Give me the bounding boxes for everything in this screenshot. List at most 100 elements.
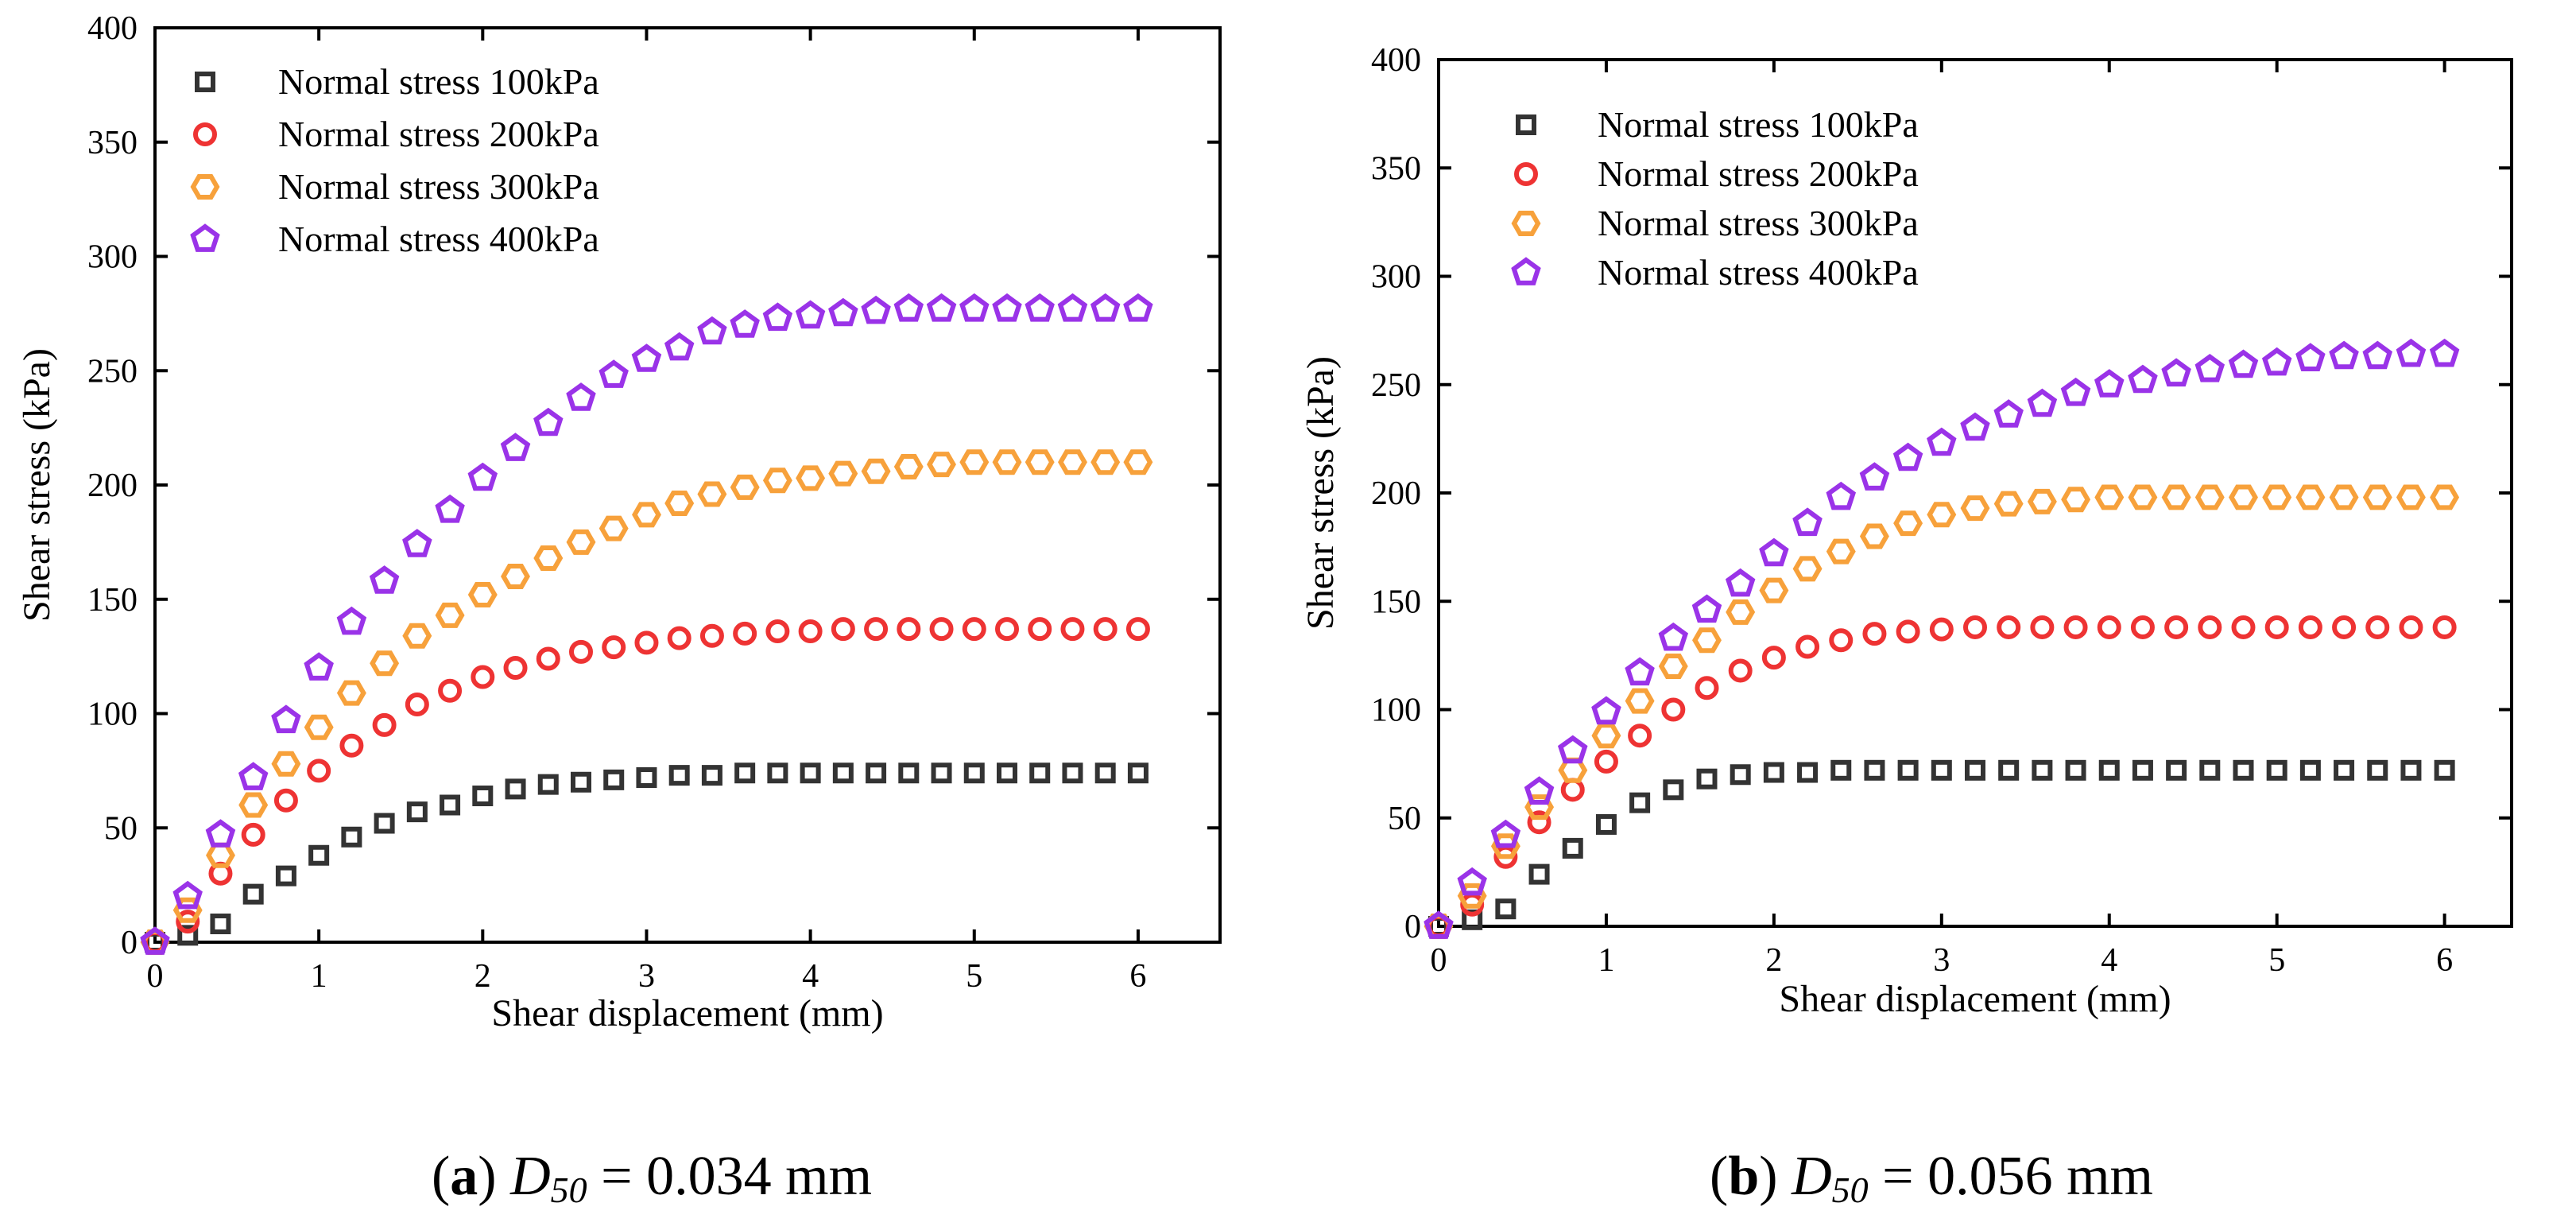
data-point — [1759, 577, 1789, 603]
data-point — [897, 617, 921, 642]
data-point — [2362, 484, 2392, 510]
data-point — [467, 582, 498, 607]
legend-marker — [195, 72, 215, 92]
data-point — [2429, 338, 2460, 367]
legend-marker — [1511, 257, 1541, 285]
data-point — [402, 529, 432, 557]
data-point — [2399, 615, 2423, 639]
data-point — [931, 762, 952, 784]
data-point — [866, 762, 887, 784]
data-point — [336, 606, 367, 635]
data-point — [500, 433, 531, 461]
data-point — [1965, 759, 1985, 781]
caption-b: (b) D50 = 0.056 mm — [1710, 1146, 2153, 1210]
data-point — [471, 665, 495, 689]
data-point — [304, 714, 334, 740]
data-point — [438, 678, 463, 703]
data-point — [1725, 568, 1756, 597]
data-point — [1093, 617, 1118, 642]
data-point — [831, 617, 855, 642]
data-point — [1691, 594, 1722, 623]
plot-frame-a — [153, 26, 1222, 944]
y-ticks-b: 0 50 100 150 200 250 300 350 400 — [1371, 42, 2512, 945]
data-point — [959, 293, 990, 322]
x-tick-label-a: 3 — [638, 958, 655, 995]
legend-label: Normal stress 400kPa — [1598, 252, 1919, 293]
data-point — [2434, 759, 2455, 781]
data-point — [1893, 510, 1923, 537]
data-point — [2128, 364, 2158, 394]
data-point — [2329, 340, 2359, 370]
data-point — [959, 449, 990, 475]
legend-label: Normal stress 300kPa — [1598, 203, 1919, 243]
data-point — [2032, 759, 2053, 781]
data-point — [2299, 759, 2321, 781]
y-tick-label-a: 350 — [87, 125, 138, 161]
x-tick-label-b: 3 — [1933, 942, 1950, 979]
data-point — [304, 652, 334, 681]
y-tick-label-b: 250 — [1371, 367, 1421, 404]
data-point — [435, 602, 465, 628]
data-point — [929, 617, 954, 642]
data-point — [273, 788, 298, 813]
panel-a: 0 50 100 150 200 250 300 350 400 0 1 2 3 4 5 6 Normal … — [16, 10, 1222, 1210]
data-point — [1628, 724, 1652, 748]
data-point — [1997, 615, 2021, 639]
data-point — [2261, 347, 2292, 376]
data-point — [632, 502, 661, 528]
data-point — [1524, 776, 1555, 805]
data-point — [370, 650, 400, 677]
legend-label: Normal stress 400kPa — [278, 219, 599, 259]
data-point — [734, 762, 756, 784]
data-point — [2228, 349, 2259, 378]
data-point — [1830, 759, 1852, 781]
data-point — [308, 844, 330, 866]
data-point — [2229, 484, 2258, 510]
caption-b-letter: b — [1728, 1146, 1759, 1207]
data-point — [1457, 883, 1487, 909]
data-point — [668, 765, 690, 786]
data-point — [1696, 768, 1718, 790]
data-point — [1963, 615, 1987, 639]
data-point — [2094, 369, 2125, 398]
data-point — [2198, 615, 2222, 639]
data-point — [2128, 484, 2158, 510]
data-point — [1692, 627, 1722, 654]
data-point — [2194, 484, 2225, 510]
data-point — [1629, 792, 1651, 813]
data-point — [762, 468, 792, 494]
data-point — [1929, 617, 1954, 642]
data-point — [893, 454, 924, 479]
data-point — [1125, 617, 1150, 642]
legend-marker — [193, 122, 217, 146]
x-ticks-a: 0 1 2 3 4 5 6 — [147, 28, 1146, 995]
caption-a: (a) D50 = 0.034 mm — [432, 1146, 872, 1210]
data-point — [1792, 556, 1823, 582]
data-point — [569, 639, 593, 664]
data-point — [402, 623, 432, 649]
caption-a-value: = 0.034 mm — [587, 1146, 872, 1207]
data-point — [1859, 462, 1890, 491]
legend-marker — [1511, 211, 1541, 236]
data-point — [2400, 759, 2422, 781]
data-point — [238, 792, 269, 818]
data-point — [372, 712, 397, 737]
data-point — [1761, 646, 1786, 670]
data-point — [767, 762, 788, 784]
data-point — [1998, 759, 2020, 781]
data-point — [2264, 615, 2289, 639]
data-point — [864, 617, 889, 642]
data-point — [2199, 759, 2221, 781]
data-point — [1058, 449, 1087, 475]
data-point — [1090, 293, 1121, 322]
data-point — [406, 801, 428, 823]
data-point — [1094, 762, 1116, 784]
data-point — [1826, 481, 1857, 510]
data-point — [2030, 615, 2055, 639]
data-point — [762, 302, 793, 332]
y-tick-label-a: 50 — [104, 810, 138, 847]
data-point — [271, 704, 301, 734]
data-point — [602, 635, 626, 660]
x-axis-label-a: Shear displacement (mm) — [491, 992, 883, 1034]
